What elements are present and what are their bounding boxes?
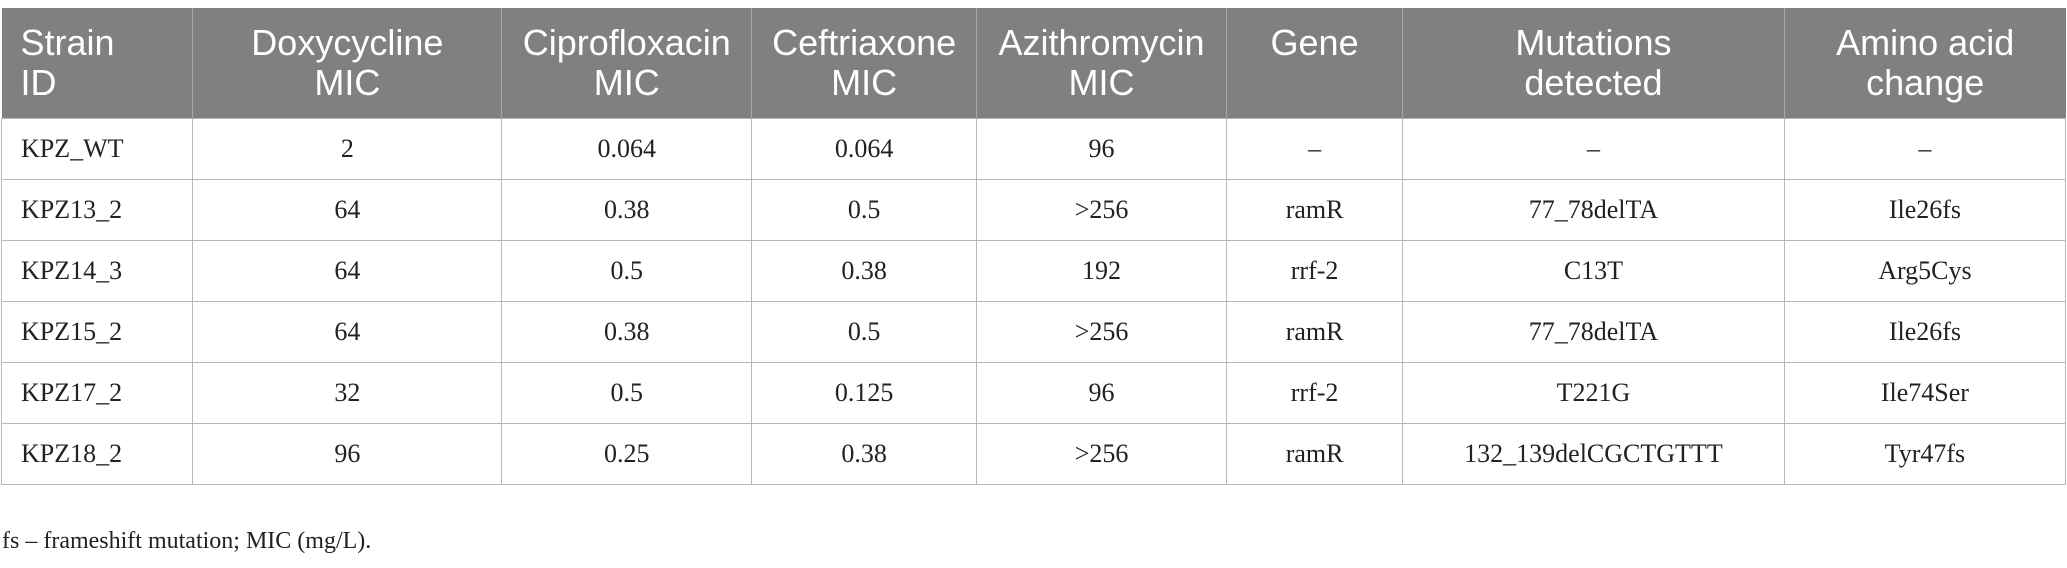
- header-doxycycline-mic: Doxycycline MIC: [192, 8, 502, 118]
- cell-azithromycin-mic: >256: [975, 178, 1228, 241]
- header-ceftriaxone-mic: Ceftriaxone MIC: [751, 8, 977, 118]
- cell-doxycycline-mic: 64: [192, 239, 503, 302]
- table-wrapper: Strain ID Doxycycline MIC Ciprofloxacin MIC…: [0, 8, 2067, 485]
- cell-ceftriaxone-mic: 0.5: [751, 300, 977, 363]
- cell-mutations-detected: T221G: [1402, 361, 1785, 424]
- table-body: KPZ_WT 2 0.064 0.064 96 – – – KPZ13_2 64…: [0, 117, 2067, 485]
- cell-ciprofloxacin-mic: 0.5: [501, 361, 753, 424]
- cell-doxycycline-mic: 32: [192, 361, 503, 424]
- cell-amino-acid-change: Ile26fs: [1783, 178, 2067, 241]
- cell-strain-id: KPZ15_2: [0, 300, 194, 363]
- cell-strain-id: KPZ13_2: [0, 178, 194, 241]
- cell-azithromycin-mic: 96: [975, 117, 1228, 180]
- header-line-2: change: [1866, 61, 1985, 103]
- cell-amino-acid-change: Arg5Cys: [1783, 239, 2067, 302]
- cell-amino-acid-change: Tyr47fs: [1783, 422, 2067, 485]
- cell-mutations-detected: C13T: [1402, 239, 1785, 302]
- header-line-1: Strain: [20, 21, 115, 63]
- table-row: KPZ15_2 64 0.38 0.5 >256 ramR 77_78delTA…: [0, 300, 2067, 363]
- mic-mutation-table: Strain ID Doxycycline MIC Ciprofloxacin MIC…: [0, 8, 2067, 485]
- cell-ciprofloxacin-mic: 0.38: [501, 300, 753, 363]
- cell-gene: –: [1226, 117, 1404, 180]
- cell-strain-id: KPZ17_2: [0, 361, 194, 424]
- header-line-1: Doxycycline: [251, 21, 444, 63]
- table-header: Strain ID Doxycycline MIC Ciprofloxacin MIC…: [1, 8, 2066, 118]
- header-line-1: Gene: [1270, 22, 1359, 63]
- header-line-1: Ciprofloxacin: [522, 21, 731, 63]
- cell-gene: ramR: [1226, 300, 1404, 363]
- cell-amino-acid-change: Ile26fs: [1783, 300, 2067, 363]
- cell-ceftriaxone-mic: 0.38: [751, 239, 977, 302]
- table-row: KPZ14_3 64 0.5 0.38 192 rrf-2 C13T Arg5C…: [0, 239, 2067, 302]
- cell-strain-id: KPZ_WT: [0, 117, 194, 180]
- header-ciprofloxacin-mic: Ciprofloxacin MIC: [501, 8, 752, 118]
- cell-gene: ramR: [1226, 178, 1404, 241]
- table-row: KPZ13_2 64 0.38 0.5 >256 ramR 77_78delTA…: [0, 178, 2067, 241]
- header-line-2: MIC: [1068, 61, 1135, 103]
- header-line-2: detected: [1524, 61, 1663, 103]
- header-line-1: Amino acid: [1836, 21, 2015, 63]
- cell-ceftriaxone-mic: 0.38: [751, 422, 977, 485]
- table-footnote: fs – frameshift mutation; MIC (mg/L).: [2, 528, 372, 554]
- cell-ciprofloxacin-mic: 0.25: [501, 422, 753, 485]
- cell-azithromycin-mic: >256: [975, 422, 1228, 485]
- table-row: KPZ_WT 2 0.064 0.064 96 – – –: [0, 117, 2067, 180]
- cell-doxycycline-mic: 64: [192, 178, 503, 241]
- cell-mutations-detected: 77_78delTA: [1402, 178, 1785, 241]
- header-line-2: MIC: [593, 61, 660, 103]
- cell-azithromycin-mic: >256: [975, 300, 1228, 363]
- header-amino-acid-change: Amino acid change: [1783, 8, 2066, 118]
- cell-amino-acid-change: Ile74Ser: [1783, 361, 2067, 424]
- cell-mutations-detected: 77_78delTA: [1402, 300, 1785, 363]
- header-strain-id: Strain ID: [1, 8, 193, 118]
- cell-gene: rrf-2: [1226, 239, 1404, 302]
- cell-amino-acid-change: –: [1783, 117, 2067, 180]
- cell-strain-id: KPZ14_3: [0, 239, 194, 302]
- header-line-2: ID: [20, 61, 57, 103]
- table-row: KPZ17_2 32 0.5 0.125 96 rrf-2 T221G Ile7…: [0, 361, 2067, 424]
- cell-ceftriaxone-mic: 0.125: [751, 361, 977, 424]
- cell-ceftriaxone-mic: 0.5: [751, 178, 977, 241]
- cell-mutations-detected: –: [1402, 117, 1785, 180]
- cell-ciprofloxacin-mic: 0.38: [501, 178, 753, 241]
- table-row: KPZ18_2 96 0.25 0.38 >256 ramR 132_139de…: [0, 422, 2067, 485]
- cell-azithromycin-mic: 96: [975, 361, 1228, 424]
- header-azithromycin-mic: Azithromycin MIC: [975, 8, 1227, 118]
- cell-doxycycline-mic: 96: [192, 422, 503, 485]
- header-row: Strain ID Doxycycline MIC Ciprofloxacin MIC…: [1, 8, 2066, 118]
- header-line-1: Ceftriaxone: [772, 21, 957, 63]
- cell-ciprofloxacin-mic: 0.5: [501, 239, 753, 302]
- cell-ceftriaxone-mic: 0.064: [751, 117, 977, 180]
- cell-doxycycline-mic: 64: [192, 300, 503, 363]
- header-mutations-detected: Mutations detected: [1402, 8, 1785, 118]
- header-line-1: Mutations: [1515, 21, 1672, 63]
- header-line-1: Azithromycin: [998, 21, 1205, 63]
- header-line-2: MIC: [314, 61, 381, 103]
- header-gene: Gene: [1226, 8, 1403, 118]
- cell-mutations-detected: 132_139delCGCTGTTT: [1402, 422, 1785, 485]
- cell-azithromycin-mic: 192: [975, 239, 1228, 302]
- cell-gene: rrf-2: [1226, 361, 1404, 424]
- cell-strain-id: KPZ18_2: [0, 422, 194, 485]
- cell-ciprofloxacin-mic: 0.064: [501, 117, 753, 180]
- cell-doxycycline-mic: 2: [192, 117, 503, 180]
- header-line-2: MIC: [831, 61, 898, 103]
- cell-gene: ramR: [1226, 422, 1404, 485]
